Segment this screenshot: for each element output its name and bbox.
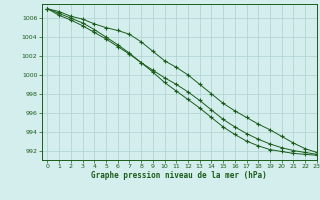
X-axis label: Graphe pression niveau de la mer (hPa): Graphe pression niveau de la mer (hPa): [91, 171, 267, 180]
